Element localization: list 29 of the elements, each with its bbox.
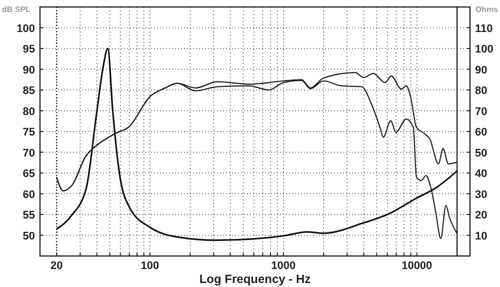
y2-tick-label: 10 [475,230,488,242]
y-tick-label: 60 [22,188,35,201]
y-tick-label: 80 [22,106,35,118]
y2-tick-label: 30 [475,188,488,201]
y-tick-label: 100 [16,22,35,35]
y2-tick-label: 50 [475,147,488,160]
y2-tick-label: 60 [475,126,488,138]
x-tick-label: 100 [140,260,160,272]
y-tick-label: 95 [22,44,35,56]
x-tick-label: 20 [50,260,63,272]
y-tick-label: 75 [22,126,35,138]
y-tick-label: 70 [22,147,35,160]
y2-tick-label: 80 [475,85,488,97]
y2-tick-label: 40 [475,168,488,180]
y2-tick-label: 100 [475,44,494,56]
y-tick-label: 55 [22,210,35,222]
y-axis-title: dB SPL [2,5,31,14]
x-axis-title: Log Frequency - Hz [199,272,311,286]
y-tick-label: 50 [22,230,35,242]
y-tick-label: 90 [22,64,35,76]
y2-axis-title: Ohms [475,5,499,14]
y2-tick-label: 70 [475,106,488,118]
y2-tick-label: 110 [475,22,493,35]
y-tick-label: 65 [22,168,35,180]
x-tick-label: 10000 [402,260,432,272]
y2-tick-label: 20 [475,210,488,222]
y2-tick-label: 90 [475,64,488,76]
x-tick-label: 1000 [271,260,296,272]
y-tick-label: 85 [22,85,35,97]
